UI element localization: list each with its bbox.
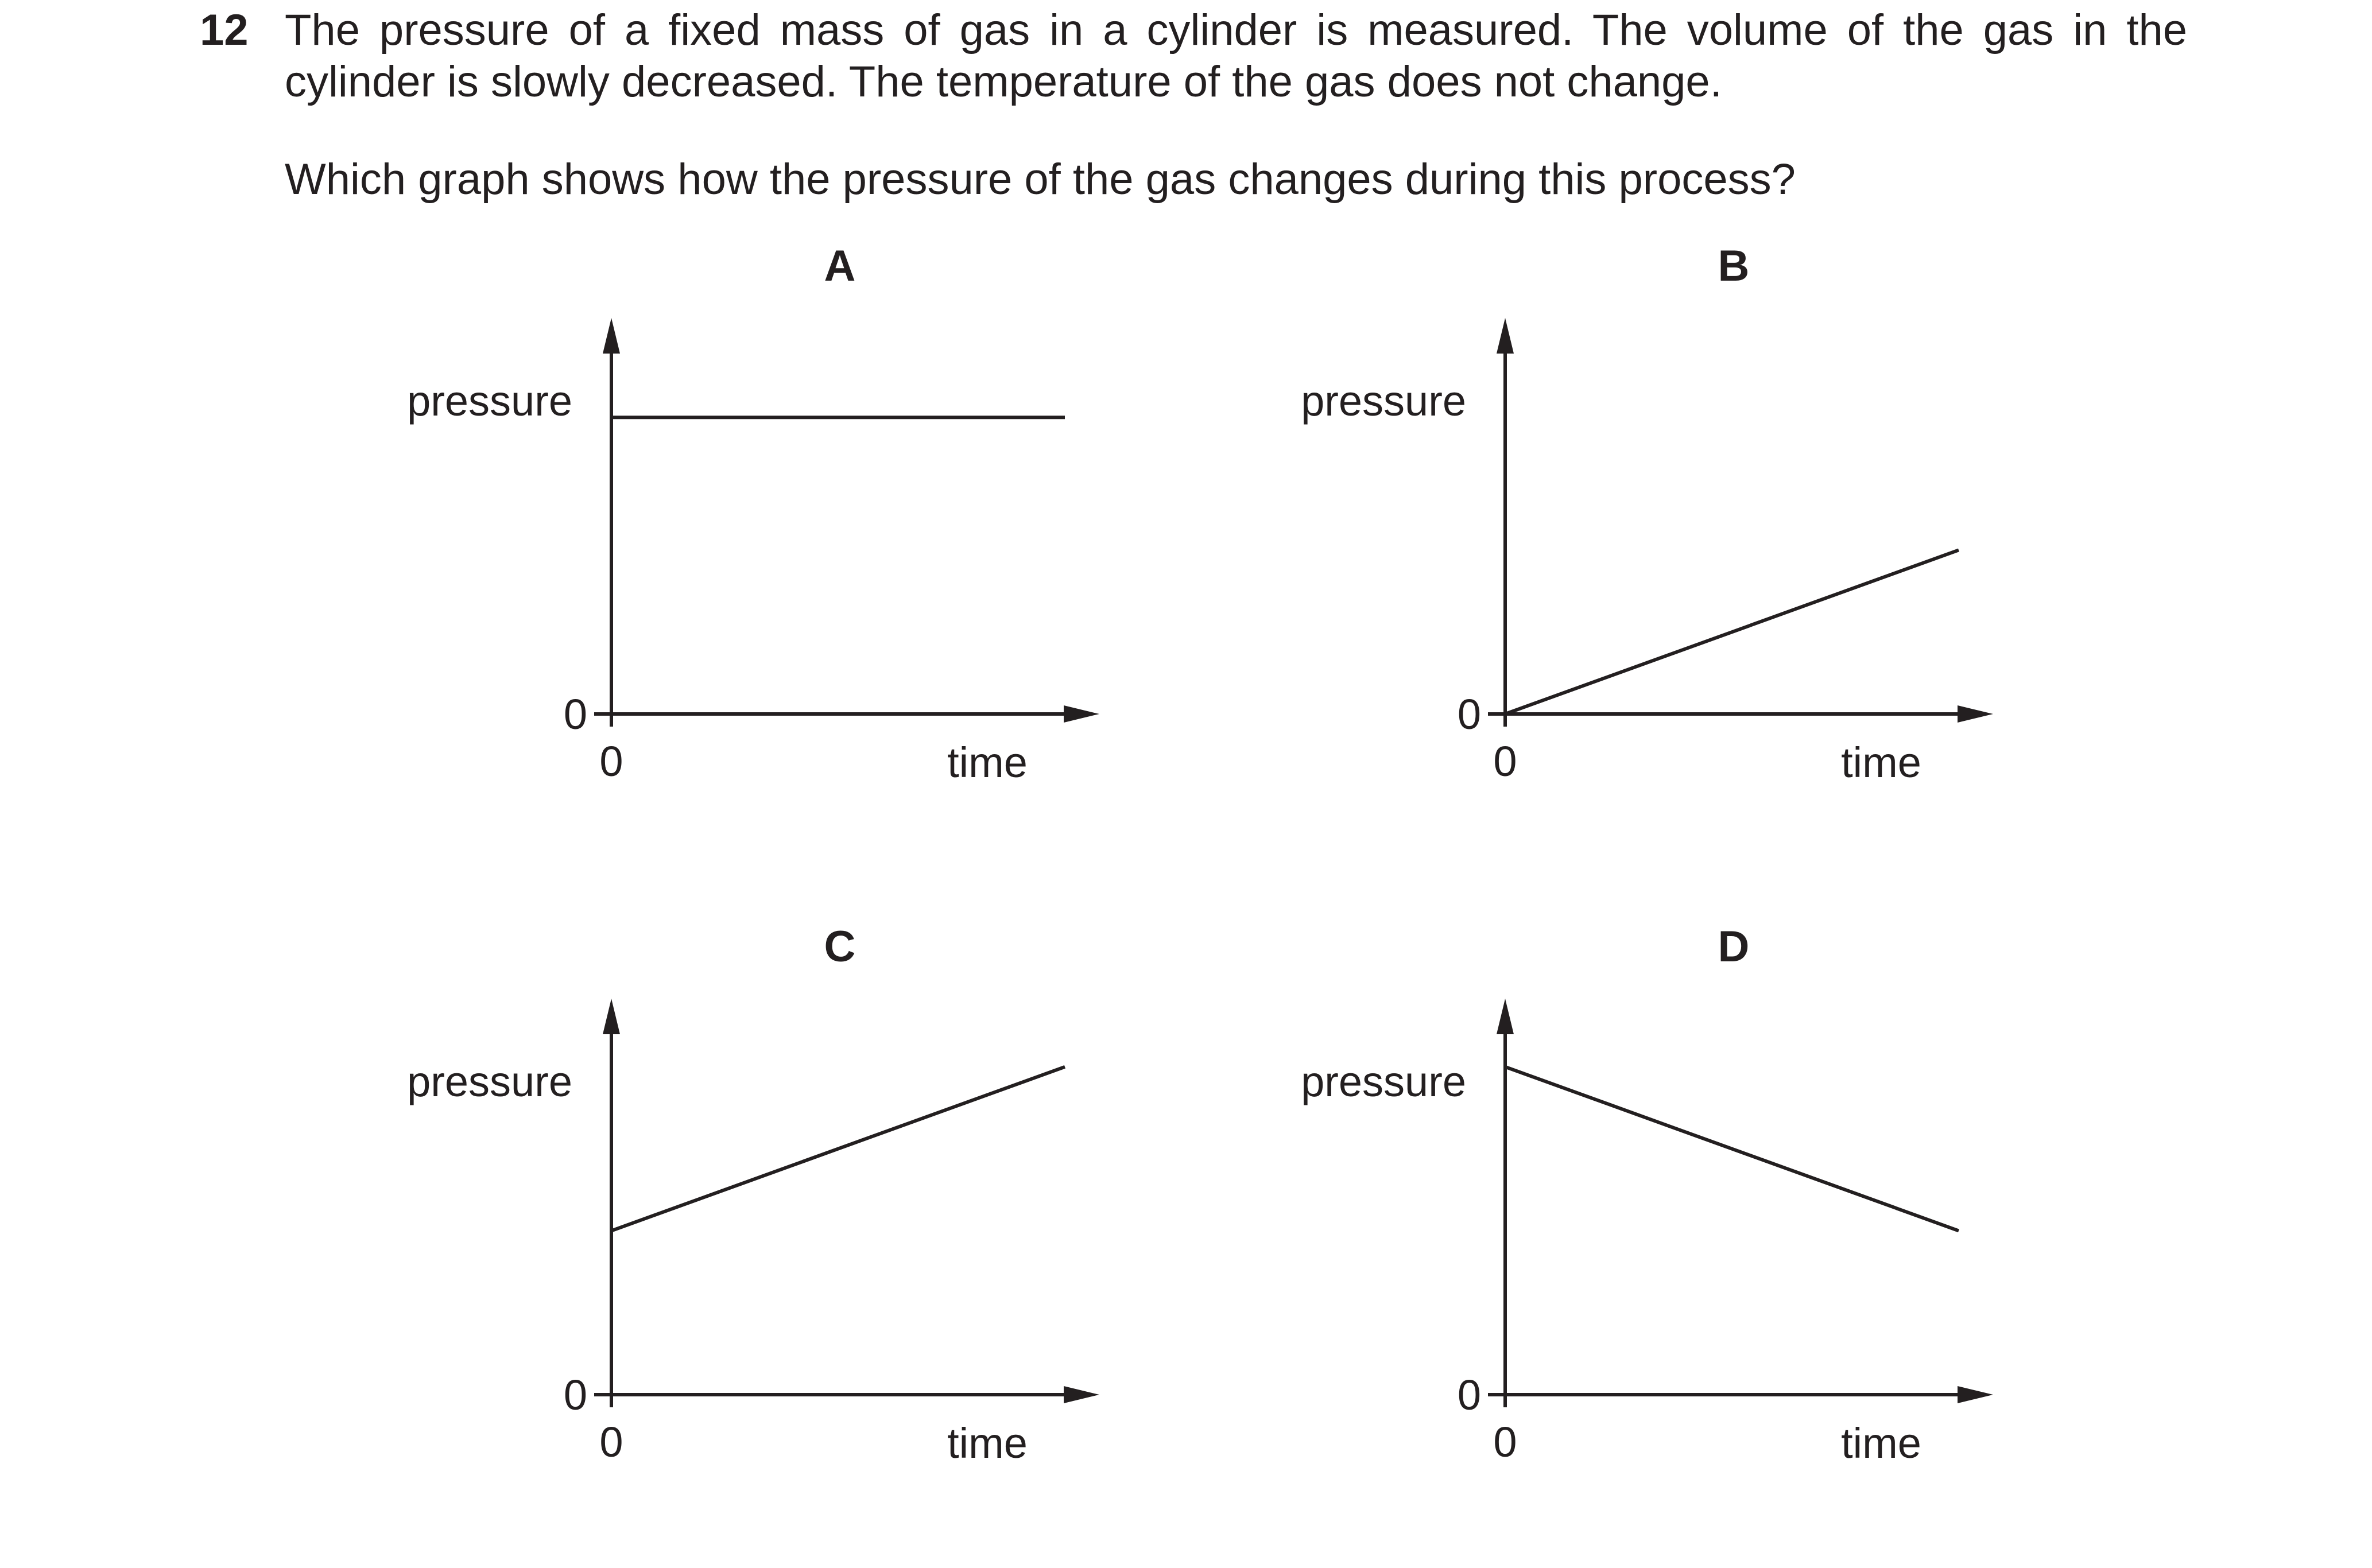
x-axis-label: time — [1841, 739, 1921, 786]
y-origin-tick-label: 0 — [1458, 690, 1481, 738]
y-axis-arrowhead — [1497, 318, 1514, 354]
question-stem: The pressure of a fixed mass of gas in a… — [285, 6, 2187, 106]
x-axis-label: time — [1841, 1419, 1921, 1467]
x-axis-arrowhead — [1958, 1386, 1993, 1403]
x-axis-arrowhead — [1064, 1386, 1099, 1403]
question-prompt: Which graph shows how the pressure of th… — [285, 155, 1796, 204]
question-number: 12 — [200, 6, 249, 55]
y-axis-label: pressure — [1301, 377, 1466, 425]
y-origin-tick-label: 0 — [564, 1371, 587, 1419]
option-label: A — [824, 242, 856, 290]
x-origin-tick-label: 0 — [1493, 1418, 1517, 1466]
x-axis-arrowhead — [1064, 705, 1099, 723]
y-axis-label: pressure — [407, 1058, 572, 1105]
y-axis-label: pressure — [1301, 1058, 1466, 1105]
x-axis-label: time — [947, 739, 1028, 786]
x-origin-tick-label: 0 — [599, 1418, 623, 1466]
pressure-line — [1504, 548, 1960, 716]
x-origin-tick-label: 0 — [599, 738, 623, 785]
option-label: D — [1718, 922, 1750, 971]
option-label: B — [1718, 242, 1750, 290]
y-origin-tick-label: 0 — [1458, 1371, 1481, 1419]
y-axis-arrowhead — [1497, 999, 1514, 1034]
y-axis-arrowhead — [603, 318, 620, 354]
y-axis-label: pressure — [407, 377, 572, 425]
x-axis-arrowhead — [1958, 705, 1993, 723]
option-label: C — [824, 922, 856, 971]
x-axis-label: time — [947, 1419, 1028, 1467]
y-axis-arrowhead — [603, 999, 620, 1034]
y-origin-tick-label: 0 — [564, 690, 587, 738]
pressure-line — [610, 1065, 1066, 1233]
pressure-line — [1504, 1065, 1960, 1233]
x-origin-tick-label: 0 — [1493, 738, 1517, 785]
